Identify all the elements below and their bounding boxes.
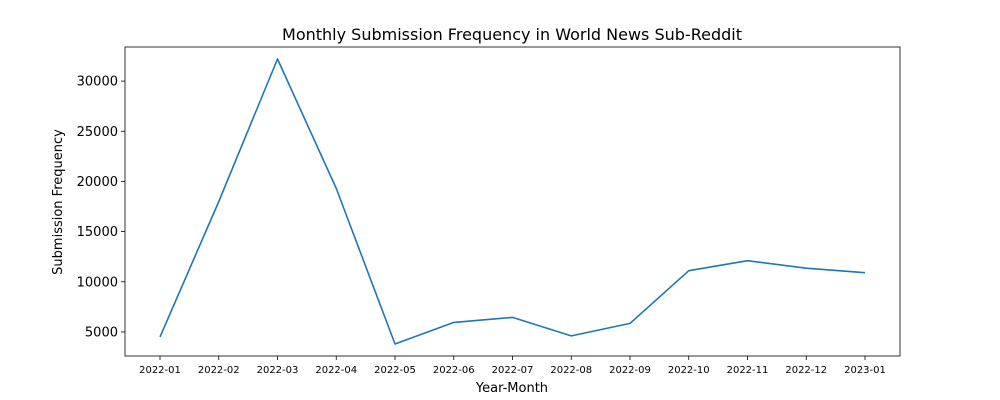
x-tick-label-9: 2022-10	[668, 365, 710, 376]
x-tick-label-0: 2022-01	[139, 365, 181, 376]
y-tick-label-4: 25000	[77, 125, 118, 140]
x-axis-label: Year-Month	[475, 381, 548, 396]
x-tick-label-5: 2022-06	[433, 365, 475, 376]
x-tick-label-1: 2022-02	[198, 365, 240, 376]
x-tick-label-8: 2022-09	[609, 365, 651, 376]
y-axis-label: Submission Frequency	[51, 129, 66, 275]
y-tick-label-0: 5000	[85, 325, 118, 340]
x-tick-label-2: 2022-03	[257, 365, 299, 376]
series-line-0	[159, 58, 866, 345]
y-tick-label-2: 15000	[77, 225, 118, 240]
x-tick-label-11: 2022-12	[785, 365, 827, 376]
x-tick-label-7: 2022-08	[550, 365, 592, 376]
y-tick-label-5: 30000	[77, 75, 118, 90]
x-tick-label-10: 2022-11	[727, 365, 769, 376]
plot-frame	[124, 46, 901, 357]
chart-title: Monthly Submission Frequency in World Ne…	[282, 25, 742, 44]
y-tick-label-1: 10000	[77, 275, 118, 290]
x-tick-label-12: 2023-01	[844, 365, 886, 376]
x-tick-label-3: 2022-04	[315, 365, 357, 376]
x-tick-label-4: 2022-05	[374, 365, 416, 376]
plot-area: 2022-01 2022-02 2022-03 2022-04 2022-05 2022-…	[77, 46, 901, 376]
y-tick-label-3: 20000	[77, 175, 118, 190]
x-tick-label-6: 2022-07	[492, 365, 534, 376]
